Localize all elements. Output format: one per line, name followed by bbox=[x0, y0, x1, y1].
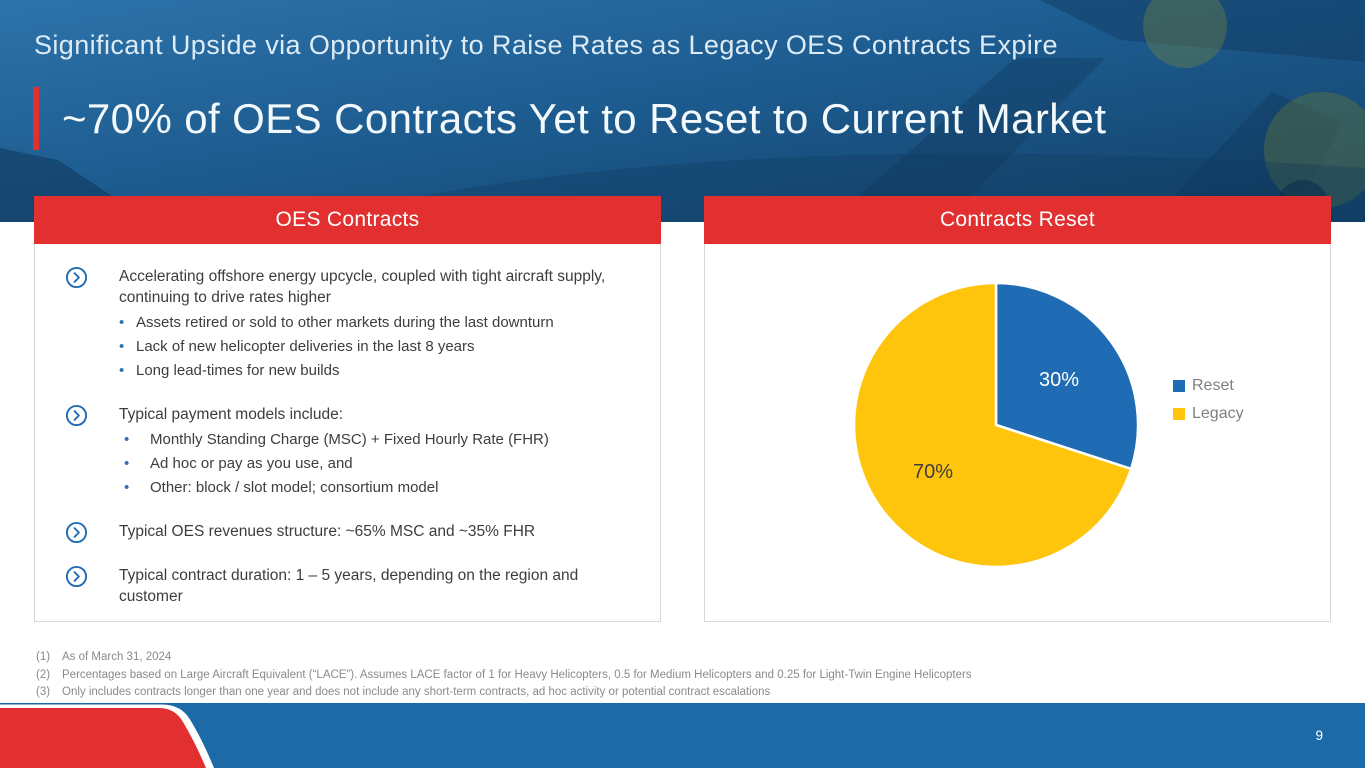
footnote-text: Only includes contracts longer than one … bbox=[62, 686, 771, 698]
chevron-circle-icon bbox=[63, 521, 119, 544]
page-number: 9 bbox=[1315, 728, 1323, 743]
bullet-dot-icon: • bbox=[124, 431, 130, 448]
section-text: Typical OES revenues structure: ~65% MSC… bbox=[119, 523, 536, 540]
logo-flag-shape bbox=[0, 704, 214, 768]
sub-bullet: • Monthly Standing Charge (MSC) + Fixed H… bbox=[119, 428, 549, 452]
legend-swatch-icon bbox=[1173, 408, 1185, 420]
oes-panel-header: OES Contracts bbox=[34, 196, 661, 244]
bullet-dot-icon: • bbox=[119, 338, 125, 355]
contracts-reset-panel: Contracts Reset 30% 70% Reset Legacy bbox=[704, 196, 1331, 622]
sub-bullet-text: Lack of new helicopter deliveries in the… bbox=[136, 338, 475, 355]
pie-data-label: 30% bbox=[1039, 369, 1079, 391]
sub-bullet: • Ad hoc or pay as you use, and bbox=[119, 452, 549, 476]
legend-item-legacy: Legacy bbox=[1173, 405, 1244, 423]
oes-panel-title: OES Contracts bbox=[275, 208, 420, 231]
footnote: (1) As of March 31, 2024 bbox=[36, 649, 1336, 667]
footnote-number: (3) bbox=[36, 686, 51, 698]
content-section: Typical OES revenues structure: ~65% MSC… bbox=[63, 521, 636, 544]
sub-bullet-text: Assets retired or sold to other markets … bbox=[136, 314, 554, 331]
content-section: Typical contract duration: 1 – 5 years, … bbox=[63, 565, 636, 607]
footnote-text: As of March 31, 2024 bbox=[62, 651, 172, 663]
sub-bullet-text: Ad hoc or pay as you use, and bbox=[150, 455, 353, 472]
content-section: Accelerating offshore energy upcycle, co… bbox=[63, 266, 636, 383]
pie-data-label: 70% bbox=[913, 461, 953, 483]
chart-legend: Reset Legacy bbox=[1173, 377, 1244, 423]
reset-panel-body: 30% 70% Reset Legacy bbox=[704, 244, 1331, 622]
slide-kicker: Significant Upside via Opportunity to Ra… bbox=[34, 30, 1058, 60]
slide-headline: ~70% of OES Contracts Yet to Reset to Cu… bbox=[62, 94, 1107, 142]
hero-banner: Significant Upside via Opportunity to Ra… bbox=[0, 0, 1365, 222]
legend-label: Legacy bbox=[1192, 405, 1244, 422]
pie-slice-legacy bbox=[852, 281, 1133, 569]
footer-blue-bar bbox=[0, 703, 1365, 768]
footnote: (2) Percentages based on Large Aircraft E… bbox=[36, 667, 1336, 685]
legend-swatch-icon bbox=[1173, 380, 1185, 392]
chevron-circle-icon bbox=[63, 565, 119, 607]
reset-panel-header: Contracts Reset bbox=[704, 196, 1331, 244]
oes-contracts-panel: OES Contracts Accelerating offshore ener… bbox=[34, 196, 661, 622]
sub-bullet: • Long lead-times for new builds bbox=[119, 359, 627, 383]
legend-label: Reset bbox=[1192, 377, 1234, 394]
headline-row: ~70% of OES Contracts Yet to Reset to Cu… bbox=[33, 87, 1106, 150]
sub-bullet-text: Monthly Standing Charge (MSC) + Fixed Ho… bbox=[150, 431, 549, 448]
red-accent-bar bbox=[33, 87, 39, 150]
footnotes: (1) As of March 31, 2024 (2) Percentages ba… bbox=[36, 649, 1336, 702]
footnote-number: (2) bbox=[36, 668, 51, 681]
section-text: Typical payment models include: bbox=[119, 406, 344, 423]
section-text: Accelerating offshore energy upcycle, co… bbox=[119, 268, 606, 306]
sub-bullet: • Lack of new helicopter deliveries in th… bbox=[119, 335, 627, 359]
footnote-text: Percentages based on Large Aircraft Equi… bbox=[62, 668, 972, 681]
sub-bullet: • Assets retired or sold to other markets… bbox=[119, 311, 627, 335]
bullet-dot-icon: • bbox=[119, 362, 125, 379]
bullet-dot-icon: • bbox=[124, 455, 130, 472]
sub-bullet: • Other: block / slot model; consortium m… bbox=[119, 476, 549, 500]
footer-logo-flag: Bristow bbox=[0, 700, 232, 768]
content-section: Typical payment models include: • Monthly … bbox=[63, 404, 636, 500]
bullet-dot-icon: • bbox=[124, 479, 130, 496]
oes-panel-body: Accelerating offshore energy upcycle, co… bbox=[34, 244, 661, 622]
sub-bullet-text: Long lead-times for new builds bbox=[136, 362, 340, 379]
legend-item-reset: Reset bbox=[1173, 377, 1244, 395]
footnote-number: (1) bbox=[36, 651, 51, 663]
section-text: Typical contract duration: 1 – 5 years, … bbox=[119, 567, 579, 605]
chevron-circle-icon bbox=[63, 266, 119, 383]
chevron-circle-icon bbox=[63, 404, 119, 500]
sub-bullet-text: Other: block / slot model; consortium mo… bbox=[150, 479, 439, 496]
bullet-dot-icon: • bbox=[119, 314, 125, 331]
contracts-reset-pie-chart: 30% 70% bbox=[852, 281, 1140, 569]
footnote: (3) Only includes contracts longer than o… bbox=[36, 684, 1336, 702]
pie-slice-reset bbox=[994, 281, 1140, 471]
reset-panel-title: Contracts Reset bbox=[939, 208, 1096, 231]
